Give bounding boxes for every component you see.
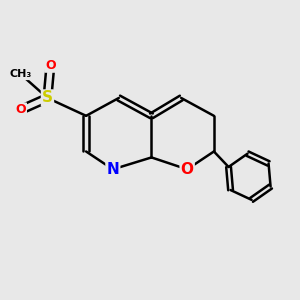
Text: O: O xyxy=(45,59,56,72)
Text: CH₃: CH₃ xyxy=(10,69,32,79)
Text: S: S xyxy=(42,91,53,106)
Text: O: O xyxy=(181,162,194,177)
Text: N: N xyxy=(106,162,119,177)
Text: O: O xyxy=(15,103,26,116)
